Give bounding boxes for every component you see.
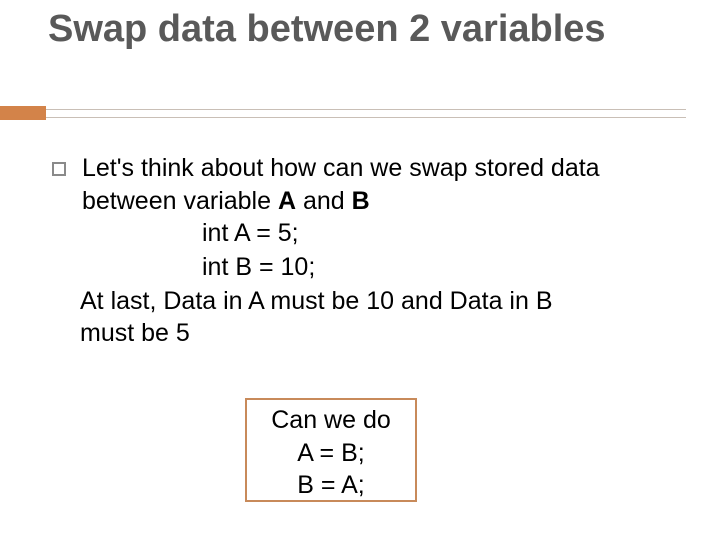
box-line-2: A = B; <box>247 437 415 470</box>
code-block: int A = 5; int B = 10; <box>202 217 680 285</box>
slide-title: Swap data between 2 variables <box>48 8 680 52</box>
final-line-1: At last, Data in A must be 10 and Data i… <box>80 287 553 315</box>
bullet-item: Let's think about how can we swap stored… <box>52 152 680 217</box>
content-area: Let's think about how can we swap stored… <box>52 152 680 350</box>
bullet-line2-pre: between variable <box>82 187 278 215</box>
underline-bottom <box>46 117 686 118</box>
code-line-2: int B = 10; <box>202 251 680 285</box>
bullet-text: Let's think about how can we swap stored… <box>82 152 680 217</box>
title-underline <box>0 106 720 120</box>
var-b: B <box>352 187 370 215</box>
box-line-1: Can we do <box>247 404 415 437</box>
code-line-1: int A = 5; <box>202 217 680 251</box>
final-paragraph: At last, Data in A must be 10 and Data i… <box>80 285 680 350</box>
bullet-mid: and <box>296 187 352 215</box>
accent-block <box>0 106 46 120</box>
bullet-marker-icon <box>52 162 66 176</box>
final-line-2: must be 5 <box>80 319 190 347</box>
underline-top <box>46 109 686 110</box>
var-a: A <box>278 187 296 215</box>
question-box: Can we do A = B; B = A; <box>245 398 417 502</box>
box-line-3: B = A; <box>247 469 415 502</box>
bullet-line1: Let's think about how can we swap stored… <box>82 154 600 182</box>
